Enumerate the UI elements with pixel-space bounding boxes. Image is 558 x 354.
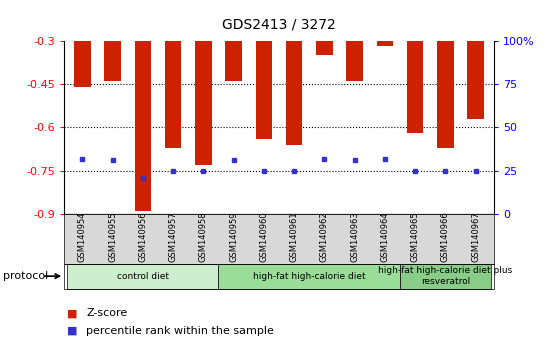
Bar [74,41,90,87]
Bar [286,41,302,145]
Bar [347,41,363,81]
Bar [316,41,333,55]
Text: control diet: control diet [117,272,169,281]
Bar [377,41,393,46]
Bar [407,41,424,133]
Text: GSM140967: GSM140967 [471,211,480,262]
Text: GSM140962: GSM140962 [320,211,329,262]
Bar [195,41,211,165]
Bar [104,41,121,81]
Bar [134,41,151,211]
Text: GSM140963: GSM140963 [350,211,359,262]
Text: GSM140954: GSM140954 [78,211,87,262]
Text: GSM140960: GSM140960 [259,211,268,262]
Text: protocol: protocol [3,271,48,281]
Text: ■: ■ [68,326,78,336]
Bar [225,41,242,81]
Text: GSM140959: GSM140959 [229,211,238,262]
Bar [468,41,484,119]
Text: GSM140964: GSM140964 [381,211,389,262]
Text: percentile rank within the sample: percentile rank within the sample [86,326,275,336]
Text: Z-score: Z-score [86,308,128,318]
Text: high-fat high-calorie diet plus
resveratrol: high-fat high-calorie diet plus resverat… [378,267,513,286]
Bar [256,41,272,139]
Text: GSM140961: GSM140961 [290,211,299,262]
Text: GSM140955: GSM140955 [108,211,117,262]
Text: GSM140965: GSM140965 [411,211,420,262]
Text: high-fat high-calorie diet: high-fat high-calorie diet [253,272,365,281]
Text: ■: ■ [68,308,78,318]
Bar [165,41,181,148]
Text: GSM140957: GSM140957 [169,211,177,262]
Text: GSM140966: GSM140966 [441,211,450,262]
Text: GDS2413 / 3272: GDS2413 / 3272 [222,18,336,32]
Bar [437,41,454,148]
Text: GSM140958: GSM140958 [199,211,208,262]
Text: GSM140956: GSM140956 [138,211,147,262]
